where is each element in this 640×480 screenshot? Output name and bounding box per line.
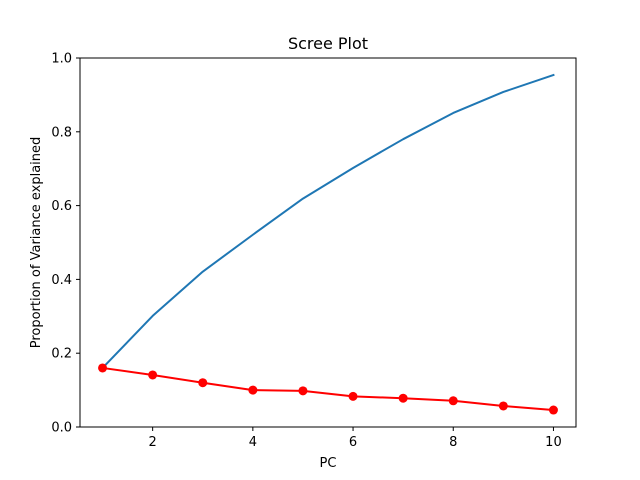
series-2-point-6 <box>348 391 358 401</box>
chart-title: Scree Plot <box>288 34 368 53</box>
y-tick-label: 1.0 <box>51 52 72 67</box>
y-tick-label: 0.8 <box>51 125 72 140</box>
x-tick-label: 2 <box>149 435 157 450</box>
series-2-point-1 <box>98 363 108 373</box>
series-2-point-5 <box>298 386 308 396</box>
series-2-point-7 <box>398 393 408 403</box>
y-tick-label: 0.2 <box>51 347 72 362</box>
x-tick-label: 8 <box>449 435 457 450</box>
series-layer <box>98 73 558 415</box>
series-2-point-10 <box>548 405 558 415</box>
series-2-point-2 <box>148 370 158 380</box>
series-2-point-4 <box>248 385 258 395</box>
axes-frame <box>79 57 577 428</box>
x-tick-label: 6 <box>349 435 357 450</box>
plot-area <box>80 58 576 427</box>
series-line-1 <box>101 73 555 370</box>
series-2-point-9 <box>498 401 508 411</box>
x-axis-label: PC <box>320 456 337 471</box>
y-tick-label: 0.4 <box>51 273 72 288</box>
x-tick-label: 4 <box>249 435 257 450</box>
y-axis-label: Proportion of Variance explained <box>29 137 44 349</box>
y-tick-label: 0.6 <box>51 199 72 214</box>
series-line-2 <box>101 366 555 412</box>
tick-layer: 2 4 6 8 10 0.0 0.2 0.4 0.6 0.8 1.0 <box>51 52 561 451</box>
series-2-point-8 <box>448 396 458 406</box>
x-tick-label: 10 <box>545 435 562 450</box>
y-tick-label: 0.0 <box>51 421 72 436</box>
series-2-point-3 <box>198 378 208 388</box>
